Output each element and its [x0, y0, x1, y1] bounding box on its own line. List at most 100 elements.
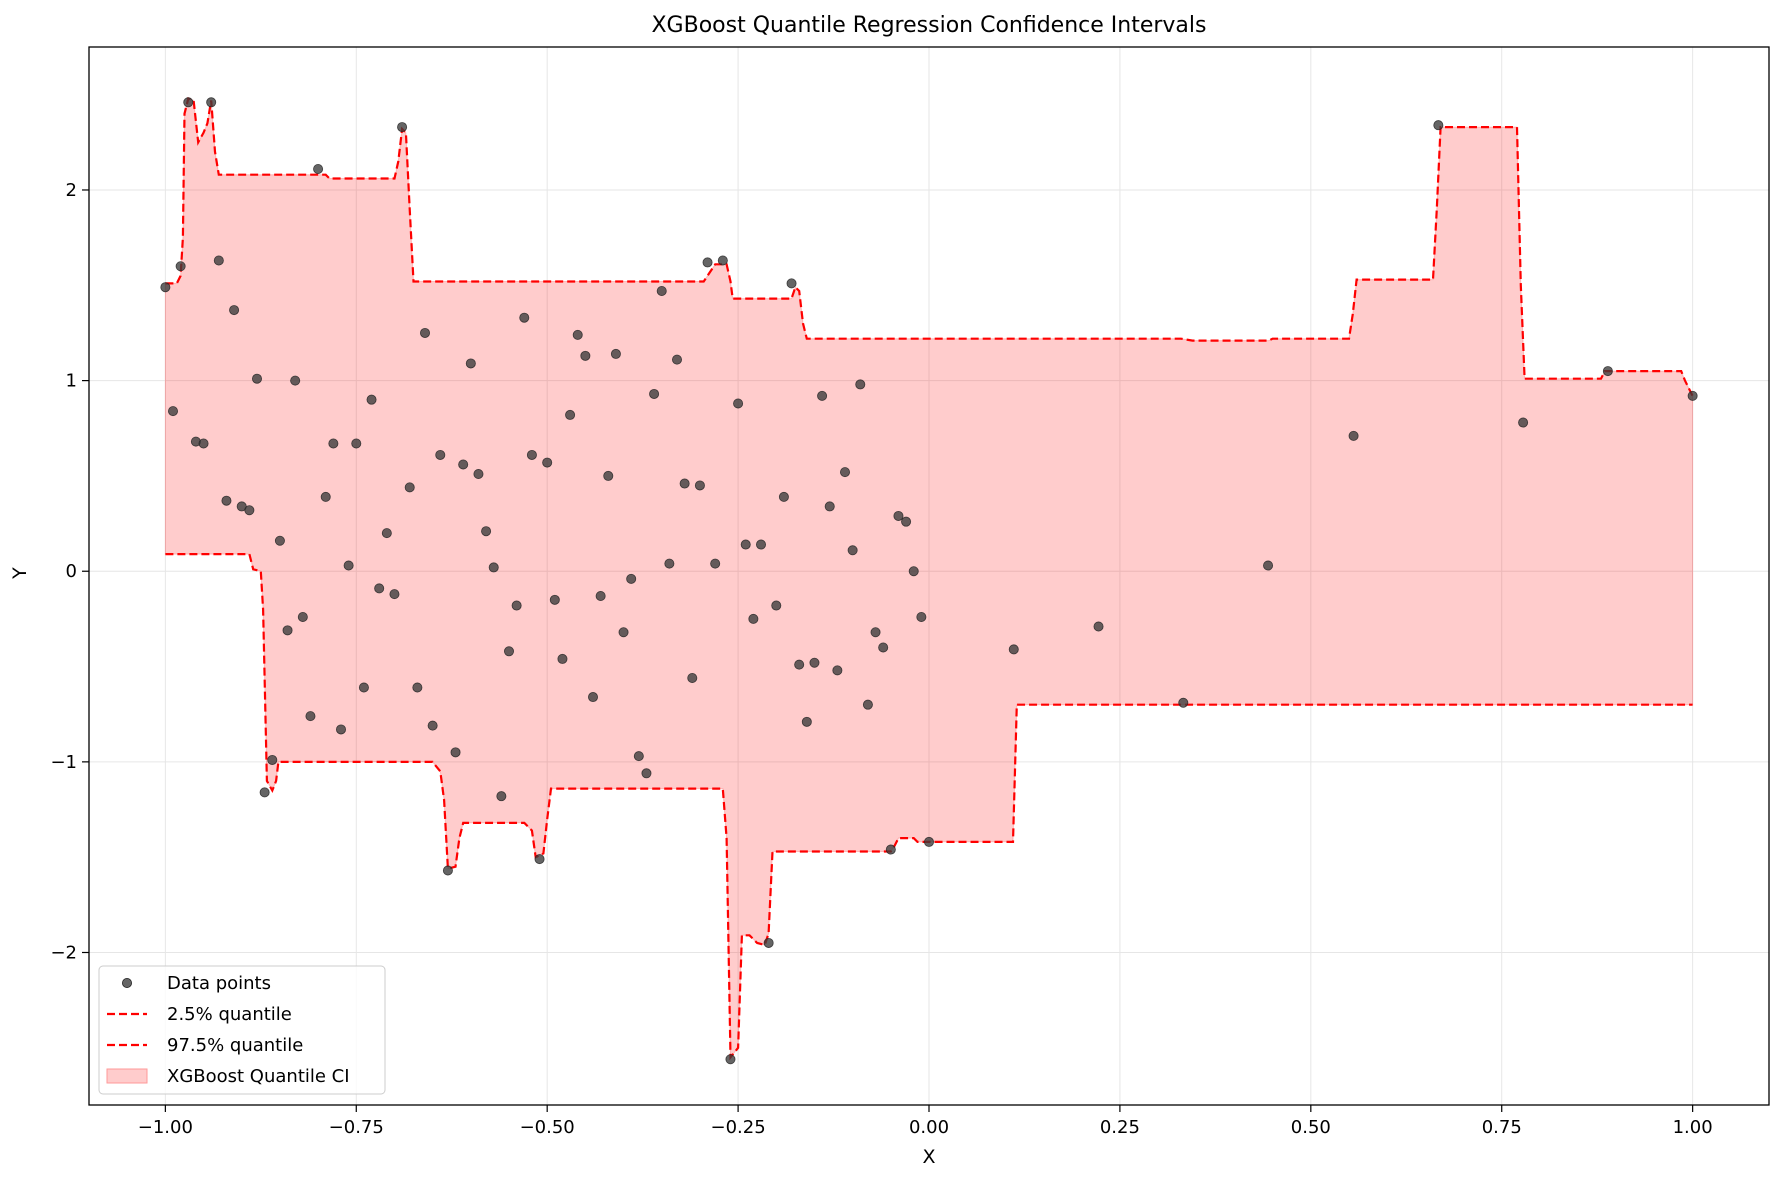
data-point: [503, 646, 514, 657]
y-axis-label: Y: [9, 567, 31, 580]
data-point: [488, 562, 499, 573]
data-point: [175, 261, 186, 272]
data-point: [1602, 366, 1613, 377]
data-point: [778, 491, 789, 502]
data-point: [672, 354, 683, 365]
data-point: [885, 844, 896, 855]
data-point: [733, 398, 744, 409]
data-point: [687, 672, 698, 683]
legend-box: [98, 965, 386, 1095]
data-point: [374, 583, 385, 594]
x-tick-label: 0.75: [1482, 1117, 1522, 1138]
x-axis-label: X: [922, 1146, 935, 1168]
data-point: [649, 388, 660, 399]
data-point: [542, 457, 553, 468]
data-point: [450, 747, 461, 758]
data-point: [618, 627, 629, 638]
data-point: [694, 480, 705, 491]
data-point: [481, 526, 492, 537]
data-point: [847, 545, 858, 556]
legend-label: 2.5% quantile: [167, 1004, 292, 1025]
data-point: [717, 255, 728, 266]
quantile-lines-layer: [165, 97, 1694, 1061]
data-point: [282, 625, 293, 636]
data-point: [435, 449, 446, 460]
data-point: [351, 438, 362, 449]
legend-marker-icon: [122, 978, 133, 989]
data-point: [313, 164, 324, 175]
data-point: [633, 751, 644, 762]
data-point: [167, 406, 178, 417]
data-point: [404, 482, 415, 493]
data-point: [832, 665, 843, 676]
grid: [89, 47, 1769, 1105]
data-point: [557, 653, 568, 664]
data-point: [335, 724, 346, 735]
data-point: [893, 510, 904, 521]
data-point: [786, 278, 797, 289]
data-point: [1178, 697, 1189, 708]
data-point: [908, 566, 919, 577]
data-point: [901, 516, 912, 527]
data-point: [1518, 417, 1529, 428]
data-point: [1263, 560, 1274, 571]
data-point: [862, 699, 873, 710]
data-point: [794, 659, 805, 670]
data-point: [664, 558, 675, 569]
data-point: [603, 470, 614, 481]
upper-quantile-line: [165, 97, 1694, 397]
legend-label: XGBoost Quantile CI: [167, 1066, 350, 1087]
data-point: [183, 97, 194, 108]
data-point: [511, 600, 522, 611]
data-point: [221, 495, 232, 506]
legend: Data points 2.5% quantile 97.5% quantile XG…: [98, 965, 386, 1095]
data-point: [656, 286, 667, 297]
data-point: [702, 257, 713, 268]
data-point: [526, 449, 537, 460]
x-tick-label: −0.75: [329, 1117, 384, 1138]
y-tick-label: 0: [66, 561, 77, 582]
data-point: [290, 375, 301, 386]
data-point: [381, 528, 392, 539]
data-point: [244, 505, 255, 516]
data-point: [771, 600, 782, 611]
data-point: [756, 539, 767, 550]
legend-patch-icon: [106, 1068, 148, 1084]
data-point: [840, 467, 851, 478]
data-point: [328, 438, 339, 449]
data-point: [458, 459, 469, 470]
data-point: [626, 573, 637, 584]
data-point: [519, 312, 530, 323]
data-point: [817, 390, 828, 401]
data-point: [305, 711, 316, 722]
data-point: [389, 589, 400, 600]
data-point: [565, 409, 576, 420]
data-point: [251, 373, 262, 384]
data-point: [1008, 644, 1019, 655]
data-point: [725, 1054, 736, 1065]
data-point: [748, 613, 759, 624]
data-point: [473, 469, 484, 480]
data-point: [809, 657, 820, 668]
data-point: [595, 591, 606, 602]
x-tick-label: −0.50: [520, 1117, 575, 1138]
data-point: [259, 787, 270, 798]
x-tick-label: 0.50: [1291, 1117, 1331, 1138]
x-tick-label: −0.25: [711, 1117, 766, 1138]
data-point: [229, 305, 240, 316]
data-point: [679, 478, 690, 489]
data-point: [588, 692, 599, 703]
data-point: [358, 682, 369, 693]
axis-ticks: −1.00 −0.75 −0.50 −0.25 0.00 0.25 0.50 0.75 1.00…: [50, 180, 1712, 1138]
data-point: [580, 350, 591, 361]
data-point: [1093, 621, 1104, 632]
data-point: [641, 768, 652, 779]
data-point: [870, 627, 881, 638]
y-tick-label: −1: [50, 752, 77, 773]
x-tick-label: 0.25: [1100, 1117, 1140, 1138]
data-point: [740, 539, 751, 550]
data-point: [1348, 430, 1359, 441]
chart-title: XGBoost Quantile Regression Confidence I…: [651, 13, 1206, 38]
data-point: [206, 97, 217, 108]
data-point: [198, 438, 209, 449]
